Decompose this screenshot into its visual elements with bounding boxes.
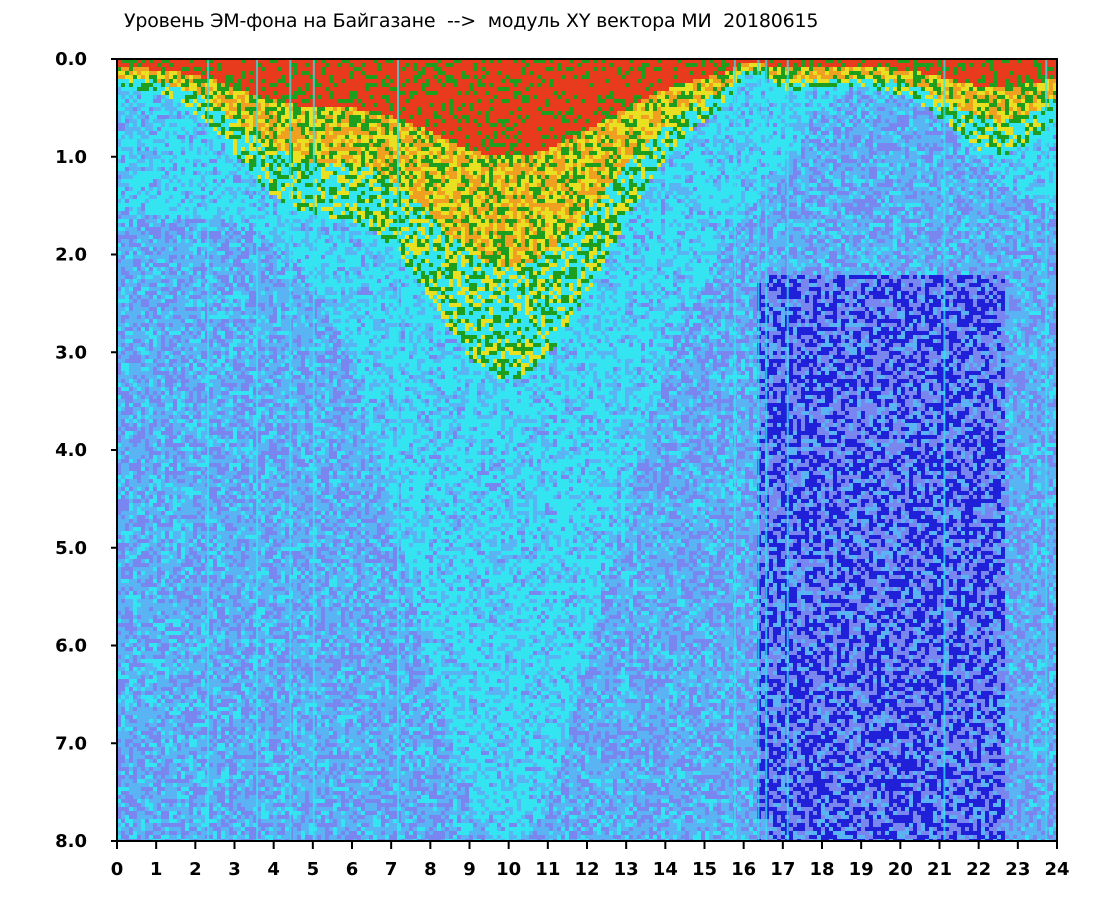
x-tick-label: 7 [385,859,398,880]
x-tick-label: 22 [966,859,991,880]
y-tick-label: 0.0 [55,49,87,70]
y-tick-label: 1.0 [55,147,87,168]
x-tick-label: 15 [692,859,717,880]
x-tick-label: 9 [463,859,476,880]
y-tick-label: 2.0 [55,245,87,266]
x-tick-label: 6 [346,859,359,880]
x-tick-label: 4 [267,859,280,880]
x-tick-label: 1 [150,859,163,880]
x-tick-label: 24 [1044,859,1069,880]
x-tick-label: 13 [614,859,639,880]
x-tick-label: 16 [731,859,756,880]
x-tick-label: 21 [927,859,952,880]
y-tick-label: 8.0 [55,831,87,852]
x-tick-label: 23 [1005,859,1030,880]
x-tick-label: 10 [496,859,521,880]
x-tick-label: 19 [849,859,874,880]
y-tick-label: 5.0 [55,538,87,559]
y-tick-label: 3.0 [55,342,87,363]
x-tick-label: 0 [111,859,124,880]
x-tick-label: 14 [653,859,678,880]
x-tick-label: 12 [574,859,599,880]
x-tick-label: 17 [770,859,795,880]
x-tick-label: 5 [307,859,320,880]
heatmap-plot-area [117,59,1057,843]
x-tick-label: 20 [888,859,913,880]
x-tick-label: 18 [809,859,834,880]
x-tick-label: 8 [424,859,437,880]
x-tick-label: 3 [228,859,241,880]
x-tick-label: 11 [535,859,560,880]
y-tick-label: 4.0 [55,440,87,461]
y-tick-label: 7.0 [55,733,87,754]
x-tick-label: 2 [189,859,202,880]
y-tick-label: 6.0 [55,636,87,657]
